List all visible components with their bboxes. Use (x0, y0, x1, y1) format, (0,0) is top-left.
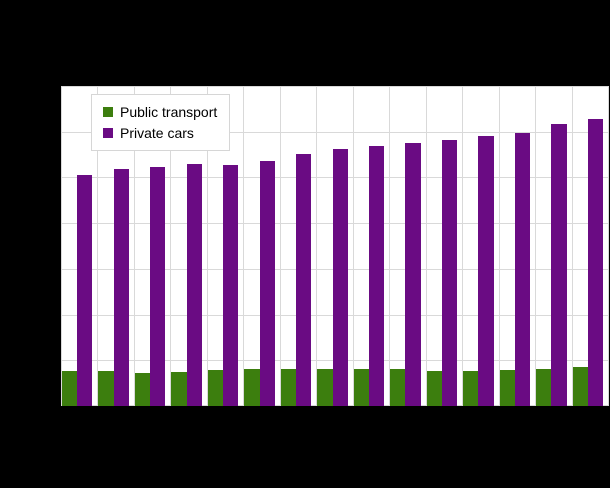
public-transport-bar (390, 368, 406, 406)
private-cars-bar (186, 163, 202, 406)
bar-group (133, 86, 170, 406)
bar-pair (62, 86, 93, 406)
bar-groups (61, 86, 608, 406)
bar-group (206, 86, 243, 406)
bar-group (389, 86, 425, 406)
public-transport-bar (280, 369, 297, 406)
private-cars-bar (551, 123, 567, 406)
bar-pair (499, 86, 531, 406)
plot-area: Public transport Private cars (61, 86, 609, 406)
public-transport-bar (171, 371, 187, 406)
private-cars-bar (77, 175, 93, 406)
private-cars-bar (478, 135, 494, 406)
bar-pair (426, 86, 458, 406)
public-transport-swatch-icon (103, 106, 113, 117)
legend: Public transport Private cars (91, 94, 230, 151)
bar-pair (171, 86, 202, 406)
public-transport-bar (244, 368, 260, 406)
y-gridline (61, 86, 608, 87)
legend-label-private-cars: Private cars (120, 124, 194, 141)
public-transport-bar (134, 372, 151, 406)
legend-item-private-cars: Private cars (103, 122, 229, 143)
private-cars-bar (150, 167, 166, 406)
bar-group (243, 86, 279, 406)
public-transport-bar (62, 370, 78, 406)
bar-pair (134, 86, 166, 406)
public-transport-bar (499, 369, 515, 406)
private-cars-bar (296, 153, 312, 406)
public-transport-bar (426, 370, 442, 406)
bar-group (571, 86, 608, 406)
public-transport-bar (353, 368, 369, 406)
public-transport-bar (317, 368, 333, 406)
public-transport-bar (572, 367, 588, 406)
private-cars-swatch-icon (103, 127, 113, 138)
bar-pair (572, 86, 604, 406)
public-transport-bar (463, 370, 479, 406)
bar-group (498, 86, 535, 406)
public-transport-bar (207, 369, 224, 406)
private-cars-bar (259, 160, 275, 406)
bar-group (535, 86, 571, 406)
private-cars-bar (587, 118, 604, 406)
private-cars-bar (223, 164, 239, 406)
bar-pair (244, 86, 275, 406)
bar-group (352, 86, 389, 406)
bar-group (279, 86, 316, 406)
bar-pair (207, 86, 239, 406)
private-cars-bar (368, 145, 385, 406)
y-gridline (61, 131, 608, 133)
bar-group (97, 86, 133, 406)
private-cars-bar (514, 132, 531, 406)
bar-group (170, 86, 206, 406)
private-cars-bar (113, 169, 129, 406)
private-cars-bar (405, 143, 421, 406)
bar-group (61, 86, 97, 406)
bar-group (462, 86, 498, 406)
bar-pair (536, 86, 567, 406)
bar-pair (317, 86, 348, 406)
public-transport-bar (536, 368, 552, 406)
private-cars-bar (441, 139, 458, 406)
bar-pair (390, 86, 421, 406)
bar-pair (463, 86, 494, 406)
private-cars-bar (332, 149, 348, 406)
bar-pair (98, 86, 129, 406)
bar-pair (353, 86, 385, 406)
legend-item-public-transport: Public transport (103, 101, 229, 122)
bar-group (316, 86, 352, 406)
bar-pair (280, 86, 312, 406)
public-transport-bar (98, 370, 114, 406)
bar-group (425, 86, 462, 406)
legend-label-public-transport: Public transport (120, 103, 218, 120)
